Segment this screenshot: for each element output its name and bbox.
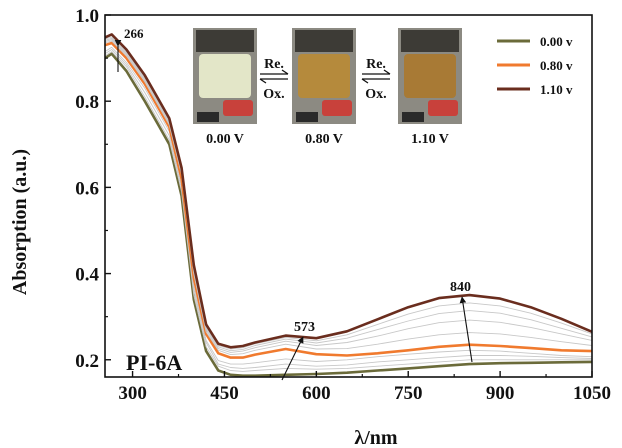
peak-arrow-573 [281, 336, 304, 381]
intermediate-line-1 [104, 51, 592, 372]
electrode-clip-top [295, 30, 353, 52]
legend: 0.00 v 0.80 v 1.10 v [497, 34, 573, 97]
series-layer [104, 33, 593, 377]
arrow-forward [362, 69, 391, 75]
photo-label: 0.00 V [206, 132, 244, 147]
redox-arrow-2: Re. Ox. [361, 57, 391, 102]
electrode-wire [197, 112, 219, 122]
photo-label: 1.10 V [411, 132, 449, 147]
inset-photos: 0.00 V 0.80 V 1.10 V Re. Ox. Re. Ox. [193, 28, 462, 147]
electrode-clip-bottom [428, 100, 458, 116]
annotations: 266 573 840 [114, 26, 473, 381]
y-tick-label: 0.4 [75, 265, 99, 286]
intermediate-line-5 [104, 40, 593, 356]
legend-label: 1.10 v [540, 82, 573, 97]
inset-photo-1: 0.00 V [193, 28, 257, 147]
x-tick-label: 900 [486, 383, 515, 404]
peak-label-573: 573 [294, 320, 315, 335]
electrode-wire [296, 112, 318, 122]
film-sample [298, 54, 350, 98]
peak-label-266: 266 [124, 26, 144, 41]
electrode-clip-bottom [223, 100, 253, 116]
peak-arrow-840 [459, 296, 473, 363]
arrow-label-top: Re. [366, 57, 386, 72]
y-tick-label: 0.8 [75, 92, 99, 113]
redox-arrow-1: Re. Ox. [259, 57, 289, 102]
y-tick-label: 1.0 [75, 6, 99, 27]
intermediate-line-6 [104, 39, 593, 353]
x-tick-label: 750 [394, 383, 423, 404]
series-line-0-00-v [104, 52, 593, 377]
y-tick-label: 0.2 [75, 351, 99, 372]
arrow-label-bottom: Ox. [263, 87, 284, 102]
electrode-clip-top [196, 30, 254, 52]
intermediate-line-3 [104, 46, 593, 365]
legend-label: 0.00 v [540, 34, 573, 49]
x-axis-label: λ/nm [354, 427, 398, 448]
electrode-clip-top [401, 30, 459, 52]
inset-photo-3: 1.10 V [398, 28, 462, 147]
film-sample [199, 54, 251, 98]
legend-label: 0.80 v [540, 58, 573, 73]
series-line-1-10-v [104, 33, 593, 349]
inset-photo-2: 0.80 V [292, 28, 356, 147]
arrow-backward [259, 78, 288, 84]
electrode-clip-bottom [322, 100, 352, 116]
x-tick-label: 600 [302, 383, 331, 404]
y-tick-label: 0.6 [75, 178, 99, 199]
arrow-forward [260, 69, 289, 75]
intermediate-line-7 [104, 37, 593, 352]
series-line-0-80-v [104, 41, 593, 359]
x-tick-label: 300 [118, 383, 147, 404]
y-axis-label: Absorption (a.u.) [9, 149, 31, 295]
arrow-label-top: Re. [264, 57, 284, 72]
axis-ticks: 300 450 600 750 900 1050 0.2 0.4 0.6 0.8 1.0 [75, 6, 611, 404]
plot-frame [104, 14, 593, 378]
arrow-label-bottom: Ox. [365, 87, 386, 102]
sample-label: PI-6A [126, 350, 182, 375]
x-tick-label: 450 [210, 383, 239, 404]
arrow-backward [361, 78, 390, 84]
peak-label-840: 840 [450, 280, 471, 295]
film-sample [404, 54, 456, 98]
intermediate-line-2 [104, 49, 593, 369]
x-tick-label: 1050 [573, 383, 611, 404]
electrode-wire [402, 112, 424, 122]
photo-label: 0.80 V [305, 132, 343, 147]
